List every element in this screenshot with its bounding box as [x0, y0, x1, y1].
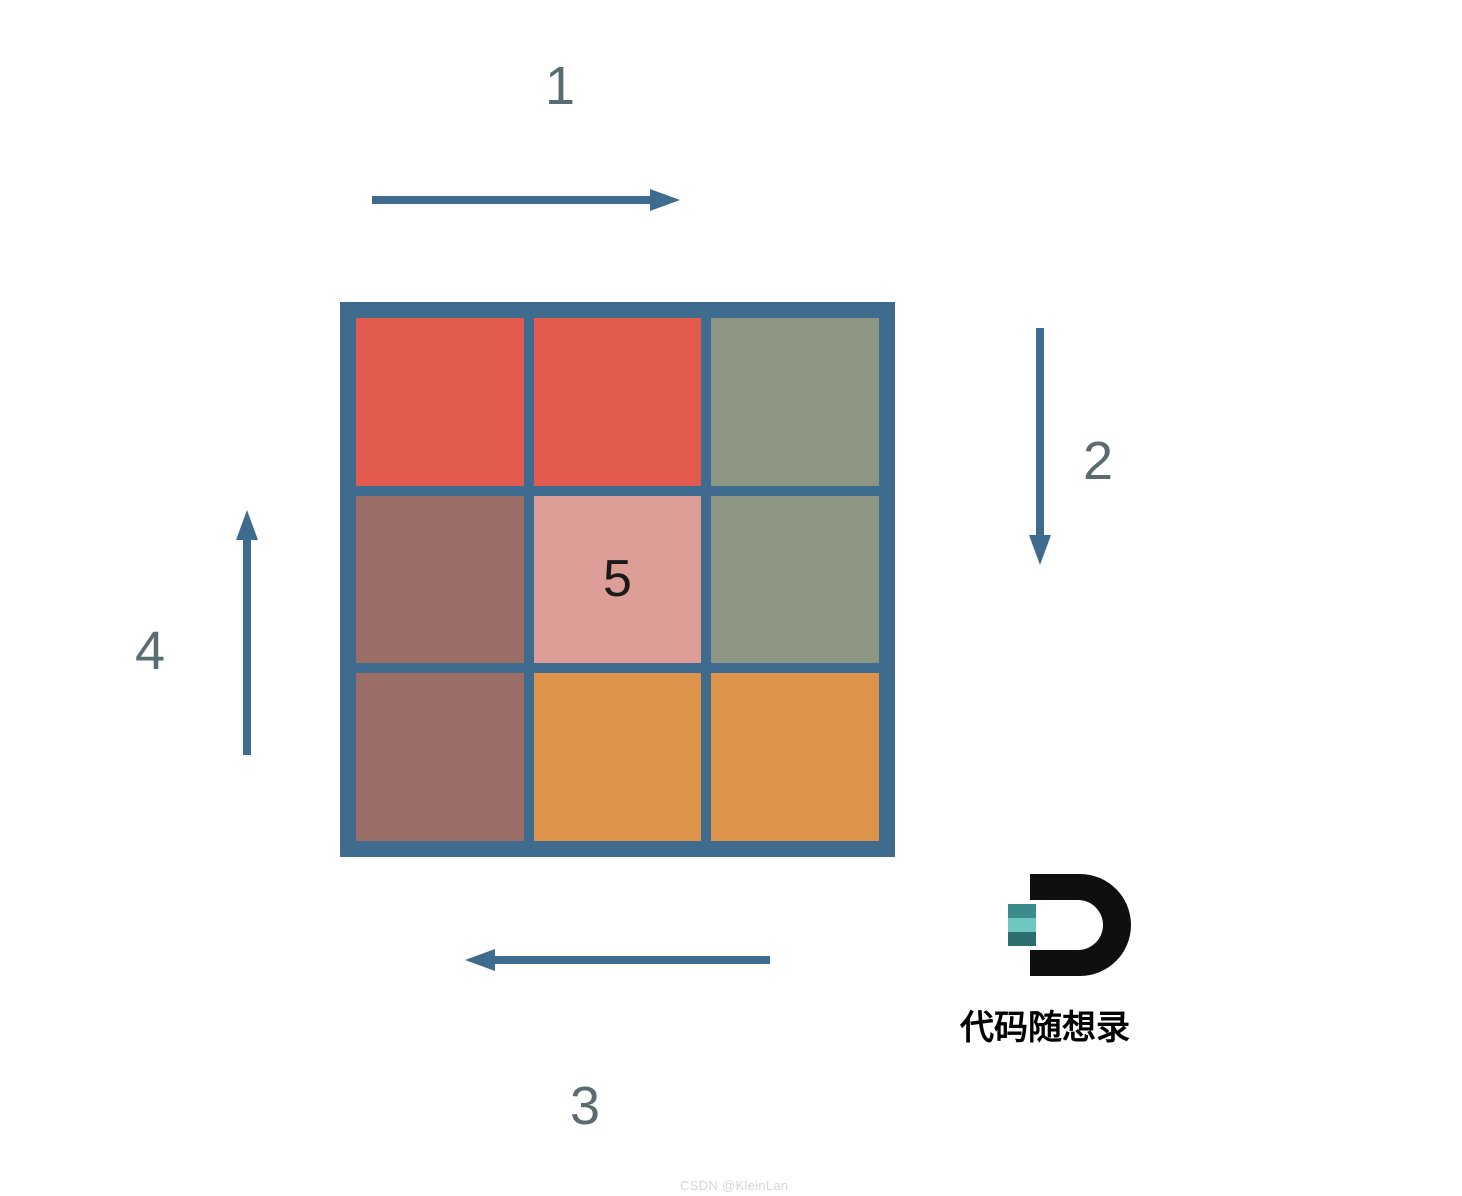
grid-cell	[711, 673, 879, 841]
arrow-bottom-icon	[425, 920, 810, 1001]
arrow-right-icon	[1000, 288, 1081, 605]
grid-cell	[534, 318, 702, 486]
grid-cell	[711, 318, 879, 486]
diagram-stage: 1 2 3 4 5 代码随想录 CSDN @KleinLan	[0, 0, 1462, 1196]
grid-cell	[534, 673, 702, 841]
arrow-top-icon	[332, 160, 720, 241]
grid-cell: 5	[534, 496, 702, 664]
grid-cell	[356, 673, 524, 841]
brand-caption: 代码随想录	[960, 1000, 1130, 1049]
grid-cell	[711, 496, 879, 664]
brand-logo-icon	[1000, 870, 1140, 980]
watermark-text: CSDN @KleinLan	[680, 1178, 788, 1193]
label-1: 1	[545, 55, 575, 117]
label-2: 2	[1083, 430, 1113, 492]
grid-cell	[356, 496, 524, 664]
grid-cell	[356, 318, 524, 486]
label-3: 3	[570, 1075, 600, 1137]
matrix-grid: 5	[340, 302, 895, 857]
arrow-left-icon	[207, 470, 288, 795]
label-4: 4	[135, 620, 165, 682]
